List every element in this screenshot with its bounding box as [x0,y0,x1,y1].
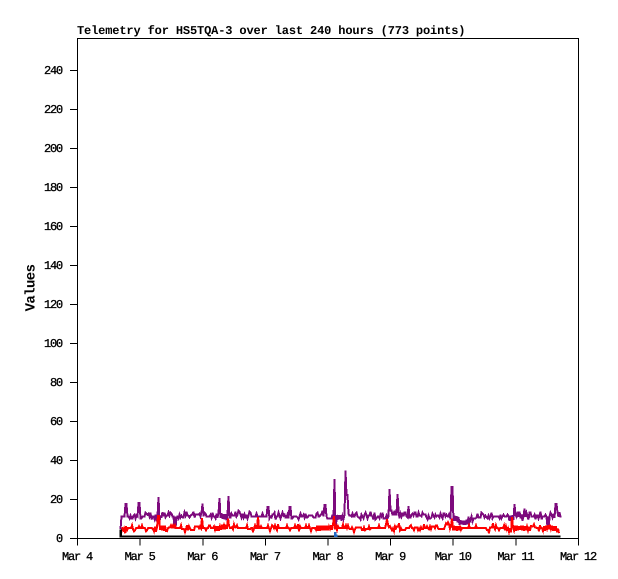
svg-text:220: 220 [44,103,63,117]
svg-text:Mar 6: Mar 6 [187,550,218,564]
svg-text:Mar 12: Mar 12 [560,550,597,564]
svg-text:180: 180 [44,181,63,195]
svg-text:Telemetry for HS5TQA-3 over la: Telemetry for HS5TQA-3 over last 240 hou… [77,24,465,38]
svg-text:100: 100 [44,337,63,351]
svg-text:Mar 8: Mar 8 [312,550,343,564]
svg-text:Mar 5: Mar 5 [125,550,156,564]
svg-text:Mar 7: Mar 7 [250,550,281,564]
svg-text:240: 240 [44,64,63,78]
svg-text:160: 160 [44,220,63,234]
svg-text:40: 40 [50,454,63,468]
svg-text:60: 60 [50,415,63,429]
svg-text:Mar 11: Mar 11 [497,550,534,564]
svg-text:Mar 10: Mar 10 [435,550,472,564]
svg-text:Mar 4: Mar 4 [62,550,93,564]
svg-text:200: 200 [44,142,63,156]
svg-text:120: 120 [44,298,63,312]
svg-text:Values: Values [24,264,40,311]
svg-text:Mar 9: Mar 9 [375,550,406,564]
svg-text:80: 80 [50,376,63,390]
svg-text:20: 20 [50,493,63,507]
svg-text:140: 140 [44,259,63,273]
svg-text:0: 0 [56,532,63,546]
